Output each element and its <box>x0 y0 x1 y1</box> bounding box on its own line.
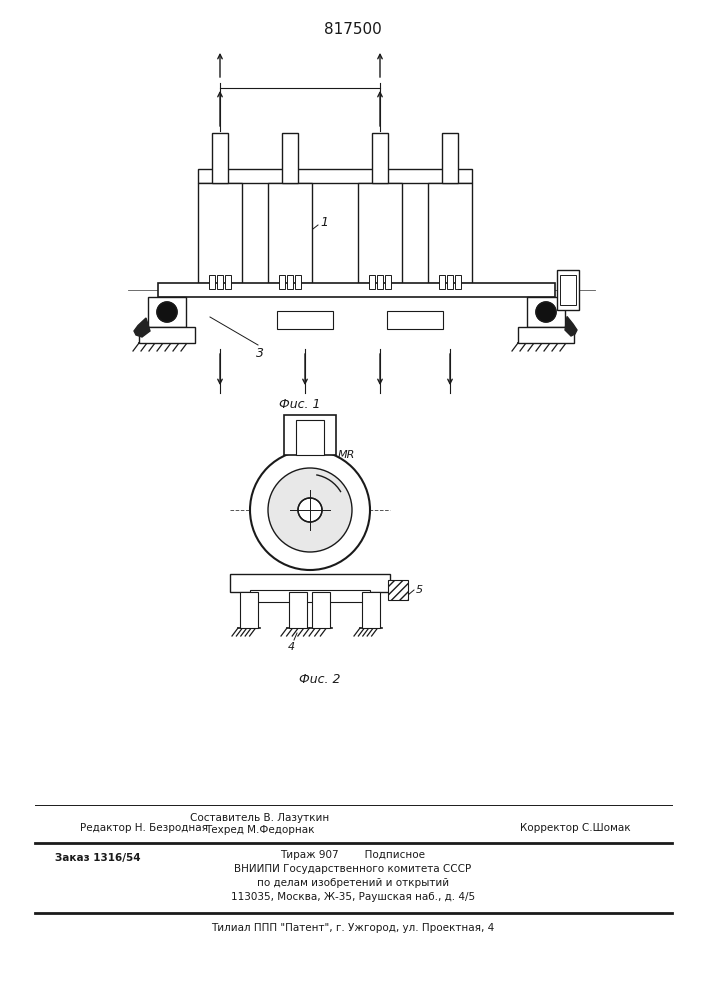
Text: Заказ 1316/54: Заказ 1316/54 <box>55 853 141 863</box>
Bar <box>139 327 195 343</box>
Bar <box>428 183 472 283</box>
Bar <box>284 415 336 455</box>
Circle shape <box>250 450 370 570</box>
Bar <box>217 275 223 289</box>
Text: MR: MR <box>338 450 356 460</box>
Text: 4: 4 <box>288 642 295 652</box>
Text: Τилиал ППП "Патент", г. Ужгород, ул. Проектная, 4: Τилиал ППП "Патент", г. Ужгород, ул. Про… <box>211 923 495 933</box>
Bar <box>225 275 231 289</box>
Bar <box>439 275 445 289</box>
Polygon shape <box>134 318 150 337</box>
Bar <box>527 297 565 327</box>
Bar <box>198 183 242 283</box>
Text: Тираж 907        Подписное
ВНИИПИ Государственного комитета СССР
по делам изобре: Тираж 907 Подписное ВНИИПИ Государственн… <box>231 850 475 902</box>
Circle shape <box>298 498 322 522</box>
Text: Редактор Н. Безродная: Редактор Н. Безродная <box>80 823 208 833</box>
Bar <box>198 169 472 183</box>
Bar <box>212 133 228 183</box>
Text: Техред М.Федорнак: Техред М.Федорнак <box>205 825 315 835</box>
Bar <box>158 283 555 297</box>
Bar <box>250 590 370 602</box>
Text: Фuс. 1: Фuс. 1 <box>279 398 321 411</box>
Circle shape <box>157 302 177 322</box>
Bar <box>277 311 333 329</box>
Text: 5: 5 <box>416 585 423 595</box>
Bar <box>362 592 380 628</box>
Bar <box>447 275 453 289</box>
Text: Корректор С.Шомак: Корректор С.Шомак <box>520 823 631 833</box>
Bar <box>148 297 186 327</box>
Bar <box>372 133 388 183</box>
Bar <box>369 275 375 289</box>
Bar <box>518 327 574 343</box>
Bar <box>557 270 579 310</box>
Bar <box>279 275 285 289</box>
Text: 3: 3 <box>256 347 264 360</box>
Circle shape <box>536 302 556 322</box>
Bar <box>385 275 391 289</box>
Bar <box>295 275 301 289</box>
Bar <box>296 420 324 455</box>
Text: 8: 8 <box>298 475 305 485</box>
Bar <box>560 275 576 305</box>
Text: Фuс. 2: Фuс. 2 <box>299 673 341 686</box>
Bar <box>442 133 458 183</box>
Bar <box>377 275 383 289</box>
Bar <box>240 592 258 628</box>
Bar <box>388 580 408 600</box>
Circle shape <box>268 468 352 552</box>
Bar <box>358 183 402 283</box>
Bar <box>289 592 307 628</box>
Bar <box>287 275 293 289</box>
Text: 817500: 817500 <box>324 22 382 37</box>
Bar <box>268 183 312 283</box>
Bar <box>282 133 298 183</box>
Text: Составитель В. Лазуткин: Составитель В. Лазуткин <box>190 813 329 823</box>
Bar <box>312 592 330 628</box>
Bar <box>387 311 443 329</box>
Polygon shape <box>565 316 577 336</box>
Bar <box>230 574 390 592</box>
Text: 1: 1 <box>320 217 328 230</box>
Bar <box>455 275 461 289</box>
Bar <box>209 275 215 289</box>
